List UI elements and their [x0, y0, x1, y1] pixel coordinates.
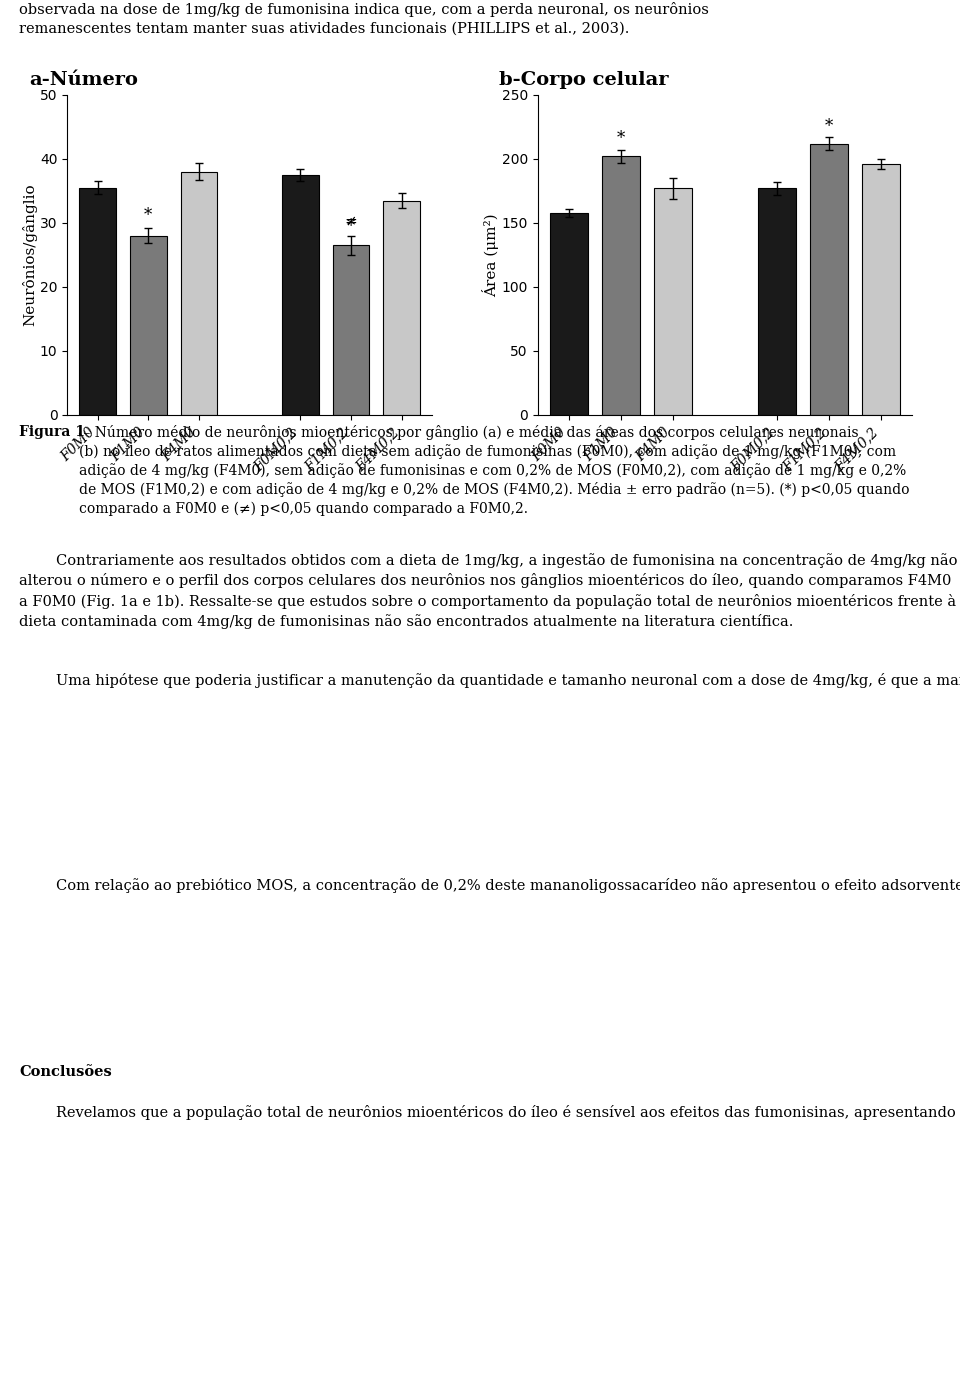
Bar: [333, 245, 370, 415]
Bar: [80, 187, 116, 415]
Bar: [810, 144, 848, 415]
Y-axis label: Neurônios/gânglio: Neurônios/gânglio: [22, 183, 37, 326]
Bar: [130, 236, 166, 415]
Text: *: *: [616, 130, 625, 147]
Text: b-Corpo celular: b-Corpo celular: [499, 71, 669, 89]
Text: Figura 1: Figura 1: [19, 424, 85, 440]
Text: Conclusões: Conclusões: [19, 1065, 112, 1079]
Text: a-Número: a-Número: [29, 71, 137, 89]
Bar: [550, 212, 588, 415]
Bar: [862, 164, 900, 415]
Text: *: *: [144, 207, 153, 225]
Bar: [602, 157, 639, 415]
Text: observada na dose de 1mg/kg de fumonisina indica que, com a perda neuronal, os n: observada na dose de 1mg/kg de fumonisin…: [19, 1, 709, 36]
Text: *: *: [347, 218, 355, 236]
Text: Contrariamente aos resultados obtidos com a dieta de 1mg/kg, a ingestão de fumon: Contrariamente aos resultados obtidos co…: [19, 553, 958, 630]
Text: Com relação ao prebiótico MOS, a concentração de 0,2% deste mananoligossacarídeo: Com relação ao prebiótico MOS, a concent…: [19, 878, 960, 893]
Bar: [758, 189, 796, 415]
Text: – Número médio de neurônios mioentéricos por gânglio (a) e média das áreas dos c: – Número médio de neurônios mioentéricos…: [79, 424, 910, 516]
Bar: [654, 189, 691, 415]
Text: ≠: ≠: [345, 214, 357, 227]
Text: Uma hipótese que poderia justificar a manutenção da quantidade e tamanho neurona: Uma hipótese que poderia justificar a ma…: [19, 673, 960, 688]
Text: *: *: [825, 118, 833, 135]
Text: Revelamos que a população total de neurônios mioentéricos do íleo é sensível aos: Revelamos que a população total de neurô…: [19, 1105, 960, 1119]
Bar: [180, 172, 217, 415]
Y-axis label: Área (μm²): Área (μm²): [482, 214, 499, 297]
Bar: [282, 175, 319, 415]
Bar: [383, 201, 420, 415]
